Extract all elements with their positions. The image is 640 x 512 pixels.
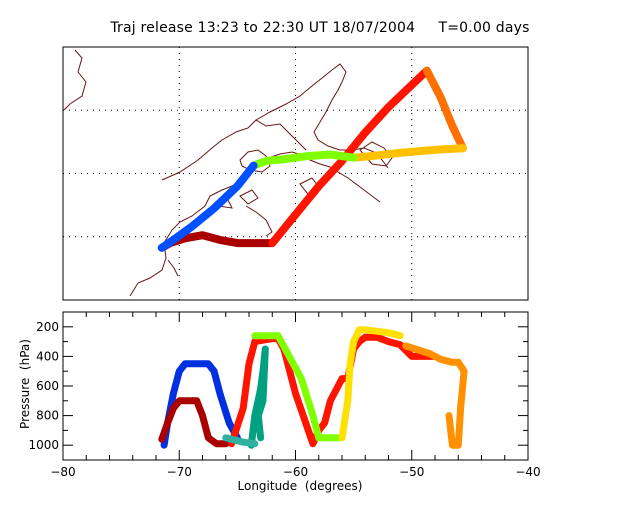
x-tick-label: −50 [399, 465, 424, 479]
pressure-series-line-1 [158, 397, 238, 448]
y-tick-label: 400 [36, 349, 59, 363]
coastline-segment [359, 141, 393, 167]
coastline-segment [161, 119, 307, 181]
x-tick-label: −40 [515, 465, 540, 479]
pressure-series-line-3 [247, 345, 269, 449]
map-series-line-3 [349, 144, 467, 162]
y-tick-label: 200 [36, 320, 59, 334]
coastline-segment [239, 189, 259, 205]
coastline-segment [63, 49, 87, 111]
map-grid [63, 47, 528, 300]
x-tick-label: −80 [50, 465, 75, 479]
pressure-series-line-6 [338, 326, 404, 442]
map-series-line-1 [268, 66, 431, 248]
map-series-line-4 [249, 150, 358, 170]
pressure-series-line-5 [251, 332, 346, 442]
x-axis-label: Longitude (degrees) [237, 479, 363, 493]
coastline-segment [239, 149, 271, 173]
map-series-line-2 [422, 66, 467, 153]
y-tick-label: 600 [36, 379, 59, 393]
coastline-segment [167, 259, 179, 277]
x-tick-label: −70 [167, 465, 192, 479]
pressure-series-line-7 [402, 342, 468, 449]
map-frame [62, 46, 529, 301]
map-series-line-5 [157, 161, 258, 252]
pressure-series-line-4 [222, 434, 259, 448]
pressure-series-line-2 [228, 333, 439, 448]
chart-title: Traj release 13:23 to 22:30 UT 18/07/200… [110, 20, 530, 36]
pressure-trajectories [158, 326, 468, 449]
y-tick-label: 1000 [28, 438, 59, 452]
y-tick-label: 800 [36, 409, 59, 423]
x-tick-label: −60 [283, 465, 308, 479]
coastline-segment [245, 205, 273, 237]
coastline [63, 49, 393, 297]
map-trajectories [157, 66, 467, 252]
pressure-series-line-0 [160, 360, 241, 449]
pressure-axes: −80 −70 −60 −50 −40 200 400 600 800 1000 [28, 311, 541, 479]
